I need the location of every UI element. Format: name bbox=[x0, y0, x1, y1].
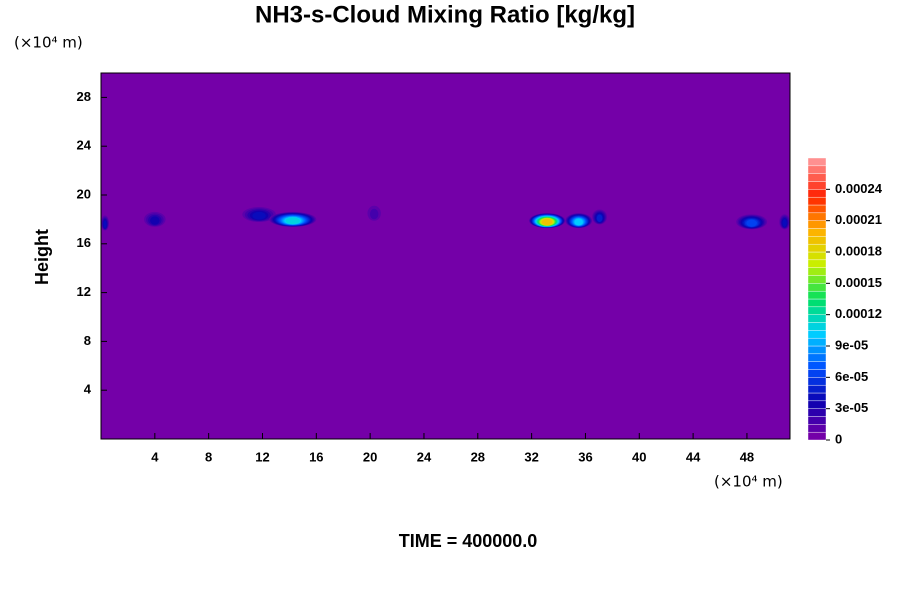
colorbar-swatch bbox=[807, 236, 827, 245]
x-unit: (×10⁴ m) bbox=[714, 473, 783, 491]
cloud-feature bbox=[736, 214, 768, 230]
x-tick-label: 36 bbox=[578, 449, 592, 464]
colorbar-swatch bbox=[807, 275, 827, 284]
cloud-feature bbox=[565, 213, 593, 229]
colorbar-swatch bbox=[807, 283, 827, 292]
colorbar-swatch bbox=[807, 298, 827, 308]
cloud-feature bbox=[367, 205, 381, 221]
colorbar-swatch bbox=[807, 243, 827, 253]
colorbar-swatch bbox=[807, 173, 827, 182]
y-tick-label: 20 bbox=[77, 186, 91, 201]
colorbar-swatch bbox=[807, 212, 827, 221]
x-tick-label: 12 bbox=[255, 449, 269, 464]
cloud-feature bbox=[242, 207, 276, 223]
contour-level bbox=[542, 218, 553, 226]
y-tick-label: 4 bbox=[84, 382, 92, 397]
y-tick-label: 28 bbox=[77, 89, 91, 104]
chart-title: NH3-s-Cloud Mixing Ratio [kg/kg] bbox=[255, 1, 635, 28]
colorbar-swatch bbox=[807, 400, 827, 409]
colorbar-swatch bbox=[807, 424, 827, 433]
colorbar-swatch bbox=[807, 416, 827, 425]
colorbar-tick-label: 0.00021 bbox=[835, 212, 882, 227]
field-background bbox=[101, 73, 790, 439]
y-tick-label: 8 bbox=[84, 333, 91, 348]
x-tick-label: 24 bbox=[417, 449, 432, 464]
colorbar-tick-label: 0.00018 bbox=[835, 243, 882, 258]
y-axis-label: Height bbox=[32, 229, 52, 285]
colorbar-swatch bbox=[807, 392, 827, 402]
y-unit: (×10⁴ m) bbox=[14, 34, 83, 52]
colorbar-swatch bbox=[807, 377, 827, 386]
colorbar-swatch bbox=[807, 408, 827, 417]
y-tick-label: 12 bbox=[77, 284, 91, 299]
contour-level bbox=[252, 211, 266, 220]
plot-frame bbox=[100, 72, 791, 440]
colorbar-swatch bbox=[807, 314, 827, 323]
x-tick-label: 40 bbox=[632, 449, 646, 464]
x-tick-label: 44 bbox=[686, 449, 701, 464]
colorbar-swatch bbox=[807, 220, 827, 229]
colorbar-swatch bbox=[807, 369, 827, 378]
x-tick-label: 8 bbox=[205, 449, 212, 464]
y-tick-label: 24 bbox=[77, 138, 92, 153]
cloud-feature bbox=[528, 213, 566, 229]
plot-area bbox=[101, 73, 790, 439]
colorbar-swatch bbox=[807, 337, 827, 347]
x-tick-label: 16 bbox=[309, 449, 323, 464]
colorbar-swatch bbox=[807, 259, 827, 268]
colorbar-swatch bbox=[807, 431, 827, 441]
contour-level bbox=[574, 218, 583, 226]
contour-level bbox=[150, 216, 160, 225]
colorbar-tick-label: 0.00012 bbox=[835, 306, 882, 321]
colorbar-tick-label: 3e-05 bbox=[835, 400, 868, 415]
colorbar-swatch bbox=[807, 181, 827, 190]
colorbar-swatch bbox=[807, 157, 827, 167]
cloud-feature bbox=[592, 209, 607, 225]
colorbar-swatch bbox=[807, 290, 827, 300]
colorbar-swatch bbox=[807, 165, 827, 174]
colorbar-swatch bbox=[807, 228, 827, 237]
contour-level bbox=[285, 217, 300, 225]
colorbar-swatch bbox=[807, 384, 827, 394]
contour-level bbox=[746, 219, 757, 227]
colorbar-tick-label: 9e-05 bbox=[835, 337, 868, 352]
colorbar-swatch bbox=[807, 267, 827, 276]
colorbar-swatch bbox=[807, 322, 827, 331]
colorbar-swatch bbox=[807, 345, 827, 355]
cloud-feature bbox=[779, 214, 790, 230]
cloud-feature bbox=[269, 211, 317, 227]
y-tick-label: 16 bbox=[77, 235, 91, 250]
colorbar-tick-label: 6e-05 bbox=[835, 369, 868, 384]
cloud-feature bbox=[144, 211, 166, 227]
x-tick-label: 28 bbox=[471, 449, 485, 464]
x-tick-label: 4 bbox=[151, 449, 159, 464]
x-tick-label: 32 bbox=[524, 449, 538, 464]
colorbar-tick-label: 0.00015 bbox=[835, 275, 882, 290]
colorbar-tick-label: 0.00024 bbox=[835, 181, 883, 196]
colorbar-tick-label: 0 bbox=[835, 431, 842, 446]
colorbar-swatch bbox=[807, 204, 827, 214]
x-tick-label: 48 bbox=[740, 449, 754, 464]
colorbar-swatch bbox=[807, 189, 827, 198]
x-tick-label: 20 bbox=[363, 449, 377, 464]
colorbar-swatch bbox=[807, 306, 827, 315]
contour-level bbox=[596, 214, 603, 222]
contour-level bbox=[369, 208, 379, 220]
cloud-feature bbox=[101, 215, 110, 231]
contour-level bbox=[103, 220, 107, 229]
colorbar-swatch bbox=[807, 196, 827, 206]
colorbar-swatch bbox=[807, 330, 827, 339]
colorbar-swatch bbox=[807, 251, 827, 261]
colorbar-swatch bbox=[807, 353, 827, 362]
contour-level bbox=[782, 219, 787, 227]
colorbar-swatch bbox=[807, 361, 827, 370]
time-label: TIME = 400000.0 bbox=[399, 531, 538, 551]
colorbar: 0 3e-05 6e-05 9e-05 0.00012 0.00015 0.00018 0.0… bbox=[807, 157, 883, 446]
